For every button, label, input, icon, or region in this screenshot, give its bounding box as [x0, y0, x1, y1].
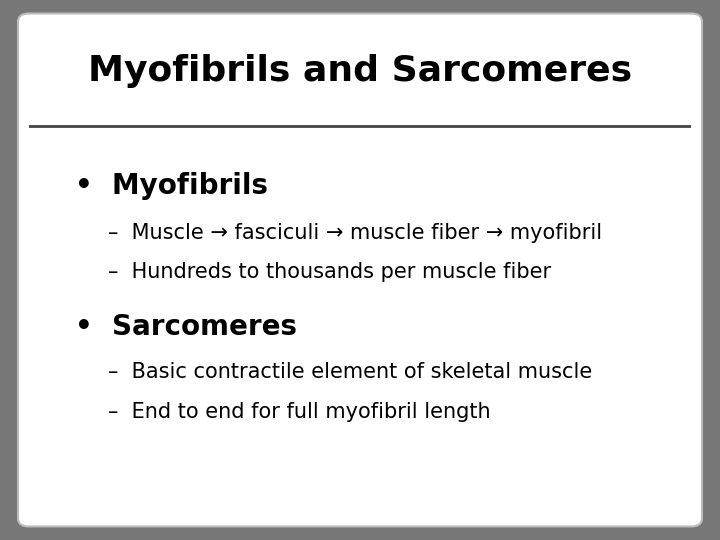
- Text: –  Basic contractile element of skeletal muscle: – Basic contractile element of skeletal …: [108, 362, 593, 382]
- Text: –  Muscle → fasciculi → muscle fiber → myofibril: – Muscle → fasciculi → muscle fiber → my…: [108, 222, 603, 243]
- Text: –  Hundreds to thousands per muscle fiber: – Hundreds to thousands per muscle fiber: [108, 262, 552, 282]
- Text: •  Sarcomeres: • Sarcomeres: [75, 313, 297, 341]
- Text: •  Myofibrils: • Myofibrils: [75, 172, 268, 200]
- Text: –  End to end for full myofibril length: – End to end for full myofibril length: [108, 402, 491, 422]
- Text: Myofibrils and Sarcomeres: Myofibrils and Sarcomeres: [88, 55, 632, 88]
